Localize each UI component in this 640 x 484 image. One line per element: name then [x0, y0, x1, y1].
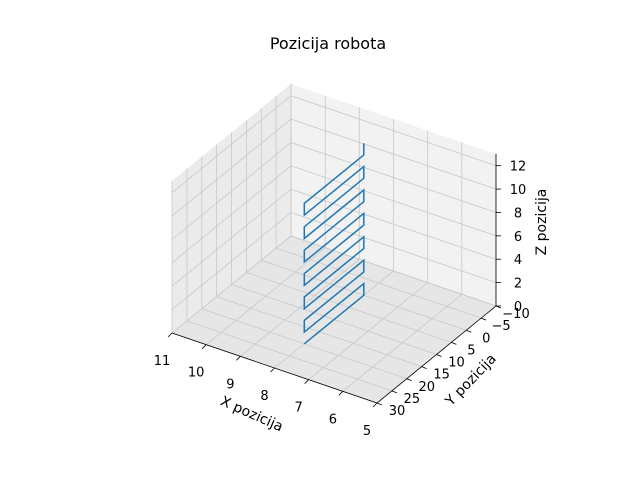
grid-line-z — [171, 235, 497, 334]
x-tick-mark — [304, 379, 309, 384]
z-tick-label: 2 — [514, 277, 522, 292]
y-tick-label: 20 — [418, 380, 435, 395]
x-tick-label: 9 — [226, 377, 234, 392]
x-tick-mark — [236, 356, 241, 361]
y-tick-mark — [480, 317, 487, 321]
y-tick-mark — [376, 402, 383, 406]
x-axis-label: X pozicija — [218, 393, 286, 435]
y-tick-mark — [391, 390, 398, 394]
x-tick-label: 8 — [260, 389, 268, 404]
z-tick-label: 8 — [514, 206, 522, 221]
series-group — [303, 143, 365, 345]
y-tick-label: 0 — [482, 331, 490, 346]
grid-line-z — [171, 212, 497, 310]
x-tick-label: 7 — [295, 401, 303, 416]
chart-title: Pozicija robota — [270, 34, 386, 53]
y-tick-label: 25 — [404, 392, 421, 407]
x-tick-mark — [201, 344, 207, 349]
y-tick-mark — [406, 378, 412, 382]
grid-line-z — [171, 165, 497, 264]
grid-line-z — [171, 118, 497, 217]
x-tick-mark — [167, 332, 173, 338]
y-tick-label: 15 — [433, 368, 450, 383]
x-tick-label: 10 — [188, 366, 205, 381]
y-tick-mark — [466, 329, 472, 333]
series-line — [303, 143, 365, 345]
x-tick-label: 6 — [329, 412, 337, 427]
y-tick-label: −5 — [492, 319, 511, 334]
z-tick-label: 12 — [510, 160, 527, 175]
x-tick-label: 5 — [363, 424, 371, 439]
y-tick-mark — [436, 354, 442, 357]
grid-line-z — [171, 142, 497, 240]
z-tick-label: 10 — [510, 183, 527, 198]
x-tick-mark — [338, 391, 344, 396]
x-tick-mark — [372, 402, 378, 408]
z-tick-label: 0 — [514, 300, 522, 315]
grid-lines — [171, 84, 497, 404]
x-tick-mark — [270, 367, 275, 373]
z-axis-label: Z pozicija — [534, 189, 550, 256]
grid-line-z — [171, 95, 497, 194]
z-tick-label: 4 — [514, 253, 522, 268]
y-tick-label: −10 — [502, 307, 529, 322]
tick-marks — [167, 165, 502, 408]
x-tick-label: 11 — [154, 354, 171, 369]
y-tick-label: 30 — [389, 404, 406, 419]
y-tick-mark — [421, 366, 427, 369]
y-tick-label: 5 — [467, 343, 475, 358]
z-tick-label: 6 — [514, 230, 522, 245]
y-tick-label: 10 — [448, 356, 465, 371]
y-tick-mark — [451, 342, 457, 345]
grid-line-z — [171, 188, 497, 287]
